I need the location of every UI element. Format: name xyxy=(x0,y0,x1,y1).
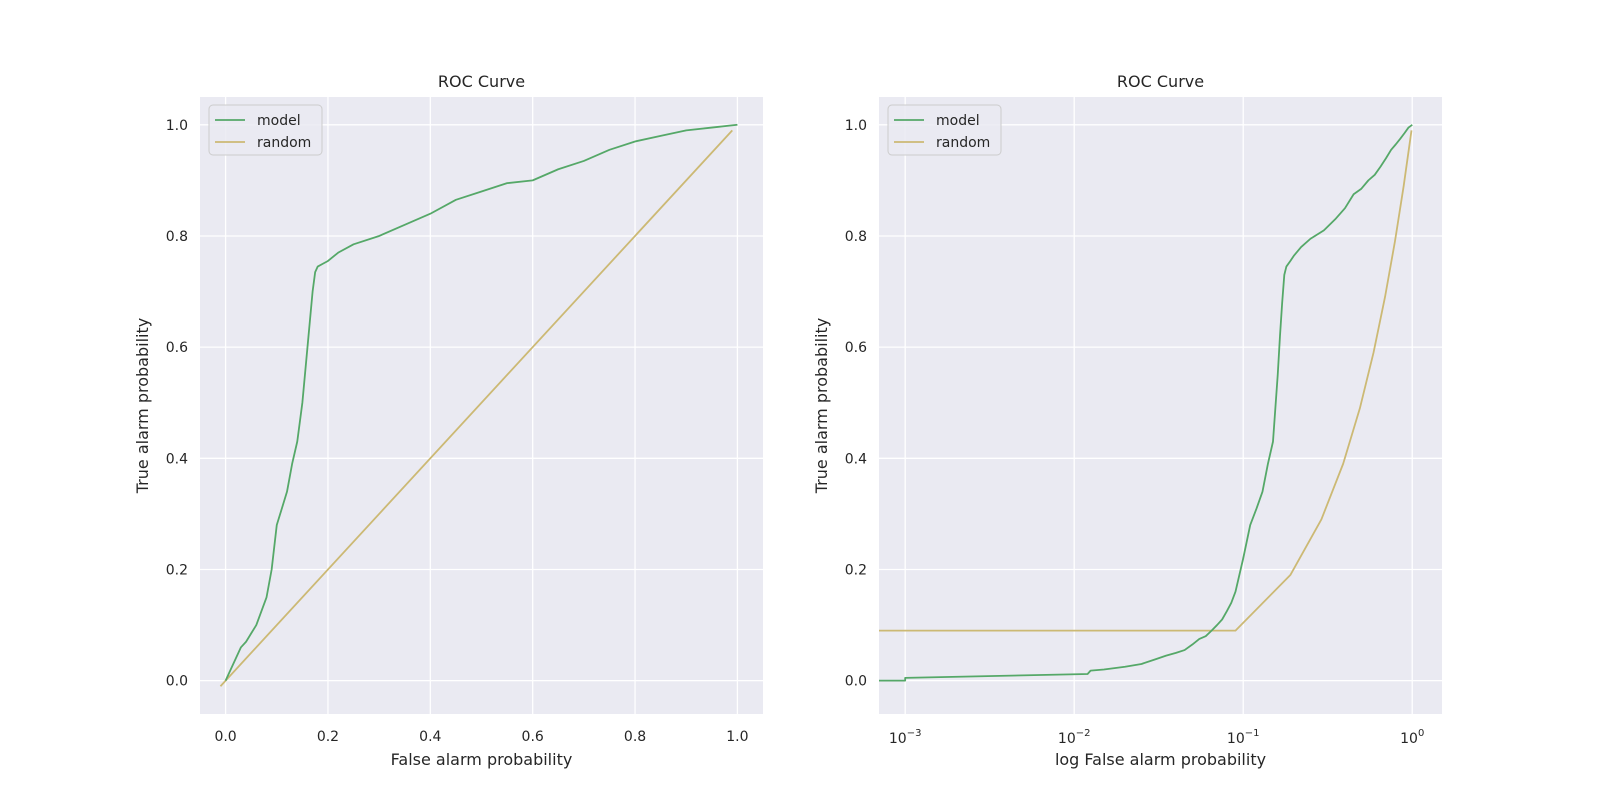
chart-2-series-group xyxy=(879,124,1413,682)
chart-2-series-model xyxy=(879,124,1413,682)
chart-2-legend-label-model: model xyxy=(936,113,980,129)
chart-2-title: ROC Curve xyxy=(1117,72,1204,91)
chart-2-y-tick-label: 0.8 xyxy=(845,229,867,245)
chart-2-x-tick-label: 10−2 xyxy=(1058,728,1091,747)
chart-1-legend-label-model: model xyxy=(257,113,301,129)
chart-2-plot-area xyxy=(879,97,1442,714)
chart-1: 0.0 0.2 0.4 0.6 0.8 1.0 0.0 0.2 0.4 0.6 0.8 1.0 ROC … xyxy=(133,72,763,769)
chart-2-y-tick-label: 0.0 xyxy=(845,674,867,690)
chart-2-y-tick-label: 1.0 xyxy=(845,118,867,134)
chart-1-title: ROC Curve xyxy=(438,72,525,91)
chart-2-y-tick-label: 0.4 xyxy=(845,451,867,467)
chart-1-y-tick-label: 1.0 xyxy=(166,118,188,134)
chart-2-x-tick-label: 10−1 xyxy=(1227,728,1260,747)
chart-2-y-axis-label: True alarm probability xyxy=(812,318,831,494)
chart-1-y-tick-label: 0.8 xyxy=(166,229,188,245)
chart-1-x-tick-label: 1.0 xyxy=(726,729,748,745)
chart-2: 10−3 10−2 10−1 100 0.0 0.2 0.4 0.6 0.8 1.0 ROC Cur… xyxy=(812,72,1442,769)
chart-2-x-tick-label: 10−3 xyxy=(889,728,922,747)
chart-2-y-tick-label: 0.2 xyxy=(845,562,867,578)
chart-1-x-tick-label: 0.6 xyxy=(522,729,544,745)
chart-1-legend-label-random: random xyxy=(257,135,311,151)
chart-2-x-tick-label: 100 xyxy=(1400,728,1424,747)
chart-1-y-tick-label: 0.6 xyxy=(166,340,188,356)
chart-2-legend-label-random: random xyxy=(936,135,990,151)
chart-1-series-group xyxy=(219,123,738,687)
chart-1-y-axis-label: True alarm probability xyxy=(133,318,152,494)
chart-1-series-model xyxy=(224,123,738,682)
chart-2-series-random xyxy=(879,130,1413,632)
chart-2-y-tick-label: 0.6 xyxy=(845,340,867,356)
chart-1-legend: model random xyxy=(208,104,323,156)
chart-1-x-axis-label: False alarm probability xyxy=(391,750,573,769)
chart-1-x-tick-label: 0.0 xyxy=(214,729,236,745)
chart-1-y-tick-label: 0.2 xyxy=(166,562,188,578)
chart-2-x-axis-label: log False alarm probability xyxy=(1055,750,1266,769)
chart-2-legend: model random xyxy=(887,104,1002,156)
chart-1-x-tick-label: 0.8 xyxy=(624,729,646,745)
chart-1-y-tick-label: 0.0 xyxy=(166,674,188,690)
chart-1-x-tick-label: 0.2 xyxy=(317,729,339,745)
chart-1-series-random xyxy=(219,129,733,687)
chart-1-y-tick-label: 0.4 xyxy=(166,451,188,467)
chart-1-x-tick-label: 0.4 xyxy=(419,729,441,745)
